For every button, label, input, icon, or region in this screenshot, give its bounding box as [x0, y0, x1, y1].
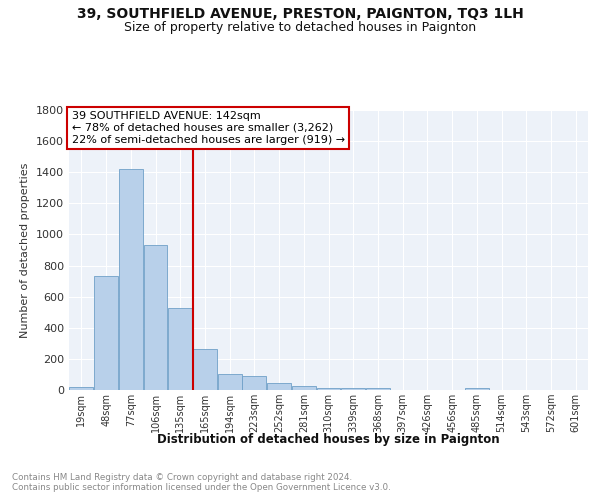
Bar: [94, 276, 118, 390]
Bar: [119, 169, 143, 390]
Text: Contains public sector information licensed under the Open Government Licence v3: Contains public sector information licen…: [12, 482, 391, 492]
Bar: [465, 388, 489, 390]
Bar: [143, 244, 167, 390]
Bar: [218, 374, 242, 390]
Y-axis label: Number of detached properties: Number of detached properties: [20, 162, 31, 338]
Bar: [292, 386, 316, 390]
Text: Contains HM Land Registry data © Crown copyright and database right 2024.: Contains HM Land Registry data © Crown c…: [12, 472, 352, 482]
Bar: [267, 383, 291, 390]
Bar: [193, 349, 217, 390]
Bar: [70, 387, 94, 390]
Text: 39 SOUTHFIELD AVENUE: 142sqm
← 78% of detached houses are smaller (3,262)
22% of: 39 SOUTHFIELD AVENUE: 142sqm ← 78% of de…: [71, 112, 345, 144]
Text: Size of property relative to detached houses in Paignton: Size of property relative to detached ho…: [124, 22, 476, 35]
Bar: [168, 308, 192, 390]
Bar: [366, 388, 390, 390]
Text: Distribution of detached houses by size in Paignton: Distribution of detached houses by size …: [157, 432, 500, 446]
Text: 39, SOUTHFIELD AVENUE, PRESTON, PAIGNTON, TQ3 1LH: 39, SOUTHFIELD AVENUE, PRESTON, PAIGNTON…: [77, 8, 523, 22]
Bar: [242, 376, 266, 390]
Bar: [317, 388, 340, 390]
Bar: [341, 388, 365, 390]
